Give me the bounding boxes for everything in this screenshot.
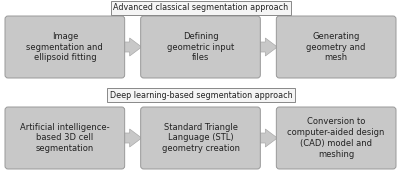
Polygon shape xyxy=(124,38,142,56)
Text: Standard Triangle
Language (STL)
geometry creation: Standard Triangle Language (STL) geometr… xyxy=(162,123,239,153)
FancyBboxPatch shape xyxy=(141,16,260,78)
FancyBboxPatch shape xyxy=(276,107,396,169)
Text: Defining
geometric input
files: Defining geometric input files xyxy=(167,32,234,62)
Text: Conversion to
computer-aided design
(CAD) model and
meshing: Conversion to computer-aided design (CAD… xyxy=(288,117,385,159)
FancyBboxPatch shape xyxy=(276,16,396,78)
Polygon shape xyxy=(259,129,277,147)
FancyBboxPatch shape xyxy=(5,107,125,169)
Polygon shape xyxy=(259,38,277,56)
Text: Deep learning-based segmentation approach: Deep learning-based segmentation approac… xyxy=(110,91,292,100)
Text: Generating
geometry and
mesh: Generating geometry and mesh xyxy=(306,32,366,62)
Text: Artificial intelligence-
based 3D cell
segmentation: Artificial intelligence- based 3D cell s… xyxy=(20,123,109,153)
FancyBboxPatch shape xyxy=(141,107,260,169)
FancyBboxPatch shape xyxy=(5,16,125,78)
Polygon shape xyxy=(124,129,142,147)
Text: Image
segmentation and
ellipsoid fitting: Image segmentation and ellipsoid fitting xyxy=(26,32,103,62)
Text: Advanced classical segmentation approach: Advanced classical segmentation approach xyxy=(113,4,289,13)
